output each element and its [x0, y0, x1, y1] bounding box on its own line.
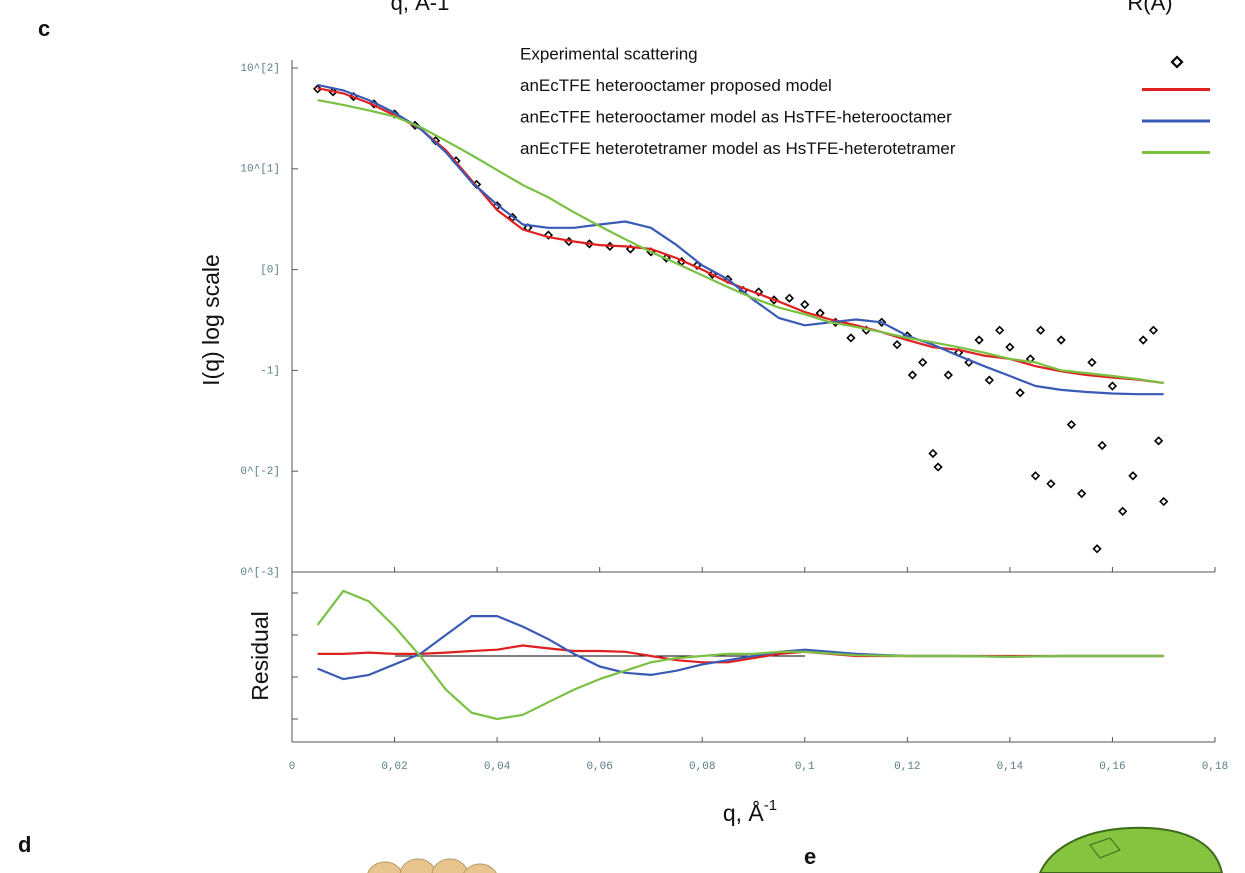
model-line — [316, 589, 1164, 721]
data-point — [1087, 357, 1097, 368]
legend-label: anEcTFE heterooctamer proposed model — [520, 76, 832, 95]
data-point — [933, 462, 943, 472]
x-axis-label-text: q, Å — [723, 799, 765, 826]
cropped-axis-label: q, Å-1 — [391, 0, 450, 15]
data-point — [892, 340, 902, 350]
x-tick-label: 0,06 — [586, 761, 612, 773]
data-point — [974, 335, 984, 345]
data-point — [1118, 506, 1128, 516]
data-point — [1036, 325, 1046, 335]
model-line — [317, 83, 1164, 396]
y-tick-label: 10^[2] — [240, 63, 280, 75]
data-point — [800, 299, 810, 310]
x-axis-label-sup: -1 — [764, 797, 777, 814]
data-point — [1066, 419, 1077, 430]
x-tick-label: 0,12 — [894, 761, 920, 773]
data-point — [1153, 436, 1164, 446]
y-tick-label: -1] — [260, 365, 280, 377]
data-point — [1107, 381, 1118, 391]
data-point — [1138, 335, 1148, 345]
data-point — [1148, 325, 1159, 335]
data-point — [543, 230, 554, 240]
cropped-structure-image — [1038, 826, 1224, 873]
y-tick-label: 10^[1] — [240, 164, 280, 176]
model-line — [317, 615, 1164, 681]
data-point — [1015, 388, 1025, 398]
data-point — [1030, 471, 1041, 481]
legend-label: Experimental scattering — [520, 44, 698, 63]
y-tick-label: 0^[-3] — [240, 567, 280, 579]
data-point — [784, 293, 795, 303]
y-tick-label: [0] — [260, 265, 280, 277]
data-point — [928, 448, 938, 459]
data-point — [846, 333, 856, 343]
x-tick-label: 0,04 — [484, 761, 511, 773]
cropped-axis-label: R(Å) — [1127, 0, 1172, 15]
cropped-structure-image — [367, 858, 497, 873]
x-axis-label: q, Å-1 — [723, 797, 777, 826]
x-tick-label: 0,18 — [1202, 761, 1228, 773]
x-tick-label: 0 — [289, 761, 296, 773]
data-point — [907, 370, 918, 380]
data-point — [1097, 440, 1107, 451]
x-tick-label: 0,1 — [795, 761, 815, 773]
x-tick-label: 0,02 — [381, 761, 407, 773]
legend-label: anEcTFE heterooctamer model as HsTFE-het… — [520, 107, 952, 126]
data-point — [1092, 544, 1102, 554]
legend-marker — [1170, 55, 1184, 69]
x-tick-label: 0,08 — [689, 761, 715, 773]
data-point — [918, 357, 928, 368]
data-point — [1159, 496, 1169, 507]
data-point — [995, 325, 1005, 335]
data-point — [1005, 342, 1015, 352]
legend-label: anEcTFE heterotetramer model as HsTFE-he… — [520, 139, 956, 158]
data-point — [1128, 471, 1138, 481]
y-axis-label: Residual — [247, 611, 273, 701]
data-point — [1046, 479, 1056, 489]
data-point — [984, 375, 995, 385]
panel-label: e — [804, 844, 816, 869]
panel-label: c — [38, 16, 50, 41]
panel-label: d — [18, 832, 31, 857]
data-point — [943, 370, 953, 380]
y-tick-label: 0^[-2] — [240, 466, 280, 478]
x-tick-label: 0,14 — [997, 761, 1024, 773]
data-point — [1077, 488, 1087, 499]
y-axis-label: I(q) log scale — [198, 254, 224, 386]
x-tick-label: 0,16 — [1099, 761, 1125, 773]
model-line — [317, 99, 1164, 385]
model-line — [317, 87, 1164, 385]
data-point — [1056, 335, 1066, 345]
